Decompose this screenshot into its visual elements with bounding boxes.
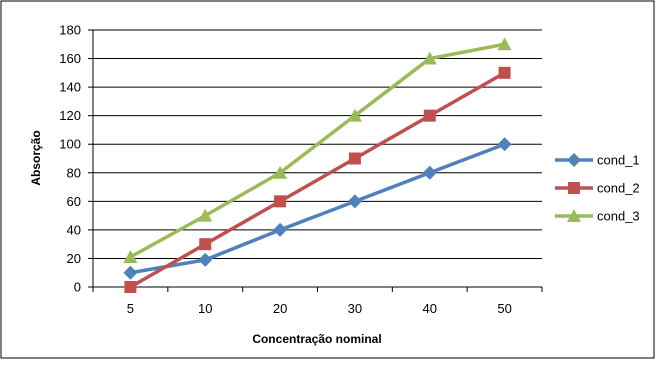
y-tick-label: 60: [67, 194, 81, 209]
y-tick-label: 0: [74, 280, 81, 295]
legend-label: cond_3: [597, 209, 640, 224]
series-cond_2: [124, 66, 511, 293]
series-lines: [123, 37, 512, 293]
y-tick-label: 120: [59, 108, 81, 123]
legend-marker: [567, 209, 581, 222]
x-tick-label: 10: [198, 301, 212, 316]
data-point: [123, 265, 138, 280]
y-tick-label: 100: [59, 137, 81, 152]
y-tick-label: 20: [67, 251, 81, 266]
data-point: [198, 208, 213, 222]
data-point: [124, 281, 137, 293]
x-tick-label: 5: [127, 301, 134, 316]
x-tick-label: 40: [423, 301, 437, 316]
legend-entry: cond_3: [555, 209, 640, 224]
series-cond_3: [123, 37, 512, 264]
axes: 0 20 40 60 80 100 120 140 160 180 5 10 20 30 40 50: [59, 23, 543, 316]
data-point: [347, 194, 362, 209]
legend-marker: [568, 182, 580, 194]
data-point: [347, 108, 362, 122]
x-tick-label: 20: [273, 301, 287, 316]
data-point: [273, 165, 288, 179]
data-point: [123, 250, 138, 264]
legend-label: cond_1: [597, 153, 640, 168]
data-point: [422, 51, 437, 65]
data-point: [198, 252, 213, 267]
data-point: [348, 152, 361, 165]
legend-entry: cond_1: [555, 153, 640, 168]
x-tick-label: 30: [348, 301, 362, 316]
y-axis-title: Absorção: [29, 130, 43, 185]
y-tick-label: 180: [59, 23, 81, 38]
data-point: [498, 66, 511, 79]
x-axis-title: Concentração nominal: [252, 332, 381, 346]
data-point: [497, 37, 512, 51]
data-point: [274, 195, 287, 208]
series-line: [129, 42, 505, 259]
y-tick-label: 160: [59, 51, 81, 66]
legend-label: cond_2: [597, 181, 640, 196]
y-tick-label: 40: [67, 222, 81, 237]
legend: cond_1 cond_2 cond_3: [555, 153, 640, 224]
series-cond_1: [123, 137, 512, 280]
data-point: [423, 109, 436, 122]
legend-entry: cond_2: [555, 181, 640, 196]
data-point: [273, 222, 288, 237]
data-point: [497, 137, 512, 152]
x-tick-label: 50: [497, 301, 511, 316]
series-line: [129, 71, 506, 289]
y-tick-label: 140: [59, 80, 81, 95]
y-tick-label: 80: [67, 165, 81, 180]
data-point: [199, 238, 212, 251]
series-line: [130, 142, 506, 275]
legend-marker: [567, 153, 581, 167]
data-point: [422, 165, 437, 180]
